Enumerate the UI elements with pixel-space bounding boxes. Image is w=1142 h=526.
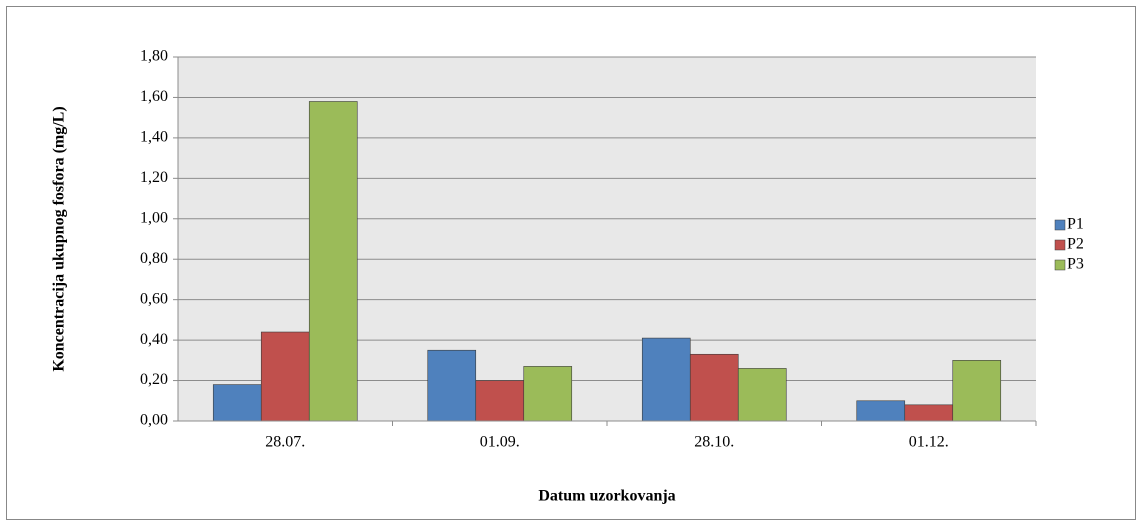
y-tick-label: 0,80 bbox=[140, 250, 168, 267]
bar bbox=[523, 366, 573, 422]
y-tick-label: 0,60 bbox=[140, 290, 168, 307]
y-tick-label: 1,40 bbox=[140, 129, 168, 146]
legend-swatch bbox=[1054, 259, 1066, 271]
legend-label: P1 bbox=[1067, 216, 1084, 233]
legend-swatch bbox=[1054, 219, 1066, 231]
bar bbox=[856, 400, 906, 422]
y-tick-label: 1,60 bbox=[140, 88, 168, 105]
x-tick-label: 28.10. bbox=[694, 434, 734, 451]
x-tick-label: 01.09. bbox=[480, 434, 520, 451]
bar bbox=[427, 349, 477, 422]
y-tick-label: 1,20 bbox=[140, 169, 168, 186]
y-tick-label: 1,00 bbox=[140, 209, 168, 226]
y-tick-label: 0,00 bbox=[140, 412, 168, 429]
x-axis-title: Datum uzorkovanja bbox=[538, 488, 675, 505]
y-tick-label: 1,80 bbox=[140, 48, 168, 65]
y-tick-label: 0,40 bbox=[140, 331, 168, 348]
legend-swatch bbox=[1054, 239, 1066, 251]
x-tick-label: 01.12. bbox=[909, 434, 949, 451]
bar bbox=[689, 353, 739, 422]
legend-label: P3 bbox=[1067, 256, 1084, 273]
bar bbox=[308, 101, 358, 422]
legend-label: P2 bbox=[1067, 236, 1084, 253]
bar bbox=[475, 380, 525, 422]
bar bbox=[904, 404, 954, 422]
x-tick-label: 28.07. bbox=[265, 434, 305, 451]
bar bbox=[952, 360, 1002, 422]
bar bbox=[260, 331, 310, 422]
y-axis-title: Koncentracija ukupnog fosfora (mg/L) bbox=[51, 106, 68, 371]
y-tick-label: 0,20 bbox=[140, 371, 168, 388]
bar bbox=[212, 384, 262, 422]
bar bbox=[737, 368, 787, 422]
bar bbox=[641, 337, 691, 422]
